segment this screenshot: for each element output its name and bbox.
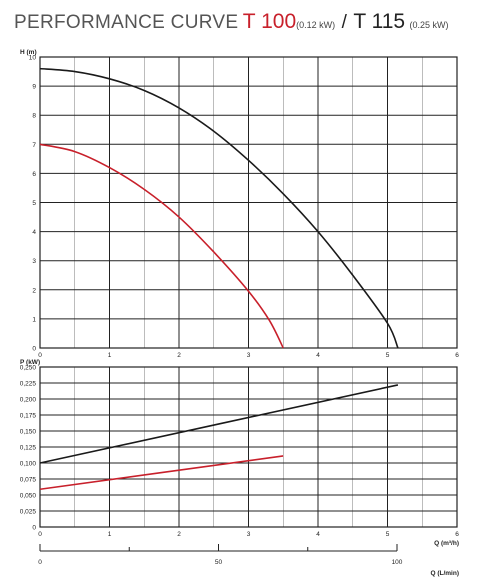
power-y-tick-label: 0,100 (20, 461, 37, 468)
head-y-tick-label: 5 (32, 200, 36, 207)
power-x-tick-label: 5 (386, 531, 390, 538)
power-y-tick-label: 0 (32, 525, 36, 532)
power-x-tick-label: 6 (455, 531, 459, 538)
head-plot-border (39, 56, 458, 349)
power-curve-t115 (39, 384, 399, 464)
flow-lmin-axis: 0 50 100 Q (L/min) (38, 544, 459, 577)
power-x-tick-label: 3 (247, 531, 251, 538)
power-chart: 0 0,025 0,050 0,075 0,100 0,125 0,150 0,175 0,20… (20, 359, 459, 547)
head-y-tick-label: 7 (32, 142, 36, 149)
head-chart: 0 1 2 3 4 5 6 7 8 9 10 0 1 2 3 4 5 6 H (m) (20, 49, 459, 359)
head-y-axis-label: H (m) (20, 49, 37, 56)
head-y-tick-label: 6 (32, 171, 36, 178)
model-a-power: (0.12 kW) (296, 20, 336, 30)
lmin-tick-label: 100 (392, 559, 403, 566)
head-y-tick-label: 8 (32, 113, 36, 120)
power-y-tick-label: 0,200 (20, 397, 37, 404)
power-x-tick-label: 2 (177, 531, 181, 538)
lmin-tick-label: 0 (38, 559, 42, 566)
head-x-tick-label: 5 (386, 352, 390, 359)
power-x-tick-label: 4 (316, 531, 320, 538)
power-y-tick-label: 0,175 (20, 413, 37, 420)
head-y-tick-label: 9 (32, 84, 36, 91)
lmin-axis-label: Q (L/min) (430, 570, 459, 577)
head-y-tick-label: 3 (32, 258, 36, 265)
power-plot-border (39, 366, 458, 528)
model-b-power: (0.25 kW) (409, 20, 449, 30)
model-b-name: T 115 (353, 10, 406, 33)
power-y-tick-label: 0,075 (20, 477, 37, 484)
power-y-tick-label: 0,150 (20, 429, 37, 436)
head-x-tick-label: 3 (247, 352, 251, 359)
model-a-name: T 100 (242, 10, 297, 33)
head-y-tick-label: 1 (32, 316, 36, 323)
power-x-axis-label: Q (m³/h) (434, 540, 459, 547)
power-y-tick-label: 0,050 (20, 493, 37, 500)
head-x-tick-label: 6 (455, 352, 459, 359)
head-y-tick-label: 0 (32, 346, 36, 353)
power-x-tick-label: 0 (38, 531, 42, 538)
power-curve-t100 (39, 455, 284, 491)
title-prefix: PERFORMANCE CURVE (14, 12, 239, 33)
head-y-tick-label: 10 (29, 55, 37, 62)
head-x-tick-label: 0 (38, 352, 42, 359)
title-separator: / (341, 12, 347, 33)
head-y-tick-label: 2 (32, 287, 36, 294)
power-y-tick-label: 0,225 (20, 381, 37, 388)
chart-title: PERFORMANCE CURVE T 100(0.12 kW) / T 115… (14, 10, 449, 34)
head-curve-t115 (39, 67, 399, 349)
head-y-tick-label: 4 (32, 229, 36, 236)
head-curve-t100 (39, 143, 284, 349)
head-x-tick-label: 4 (316, 352, 320, 359)
power-y-tick-label: 0,025 (20, 509, 37, 516)
head-x-tick-label: 2 (177, 352, 181, 359)
power-y-axis-label: P (kW) (20, 359, 40, 366)
head-x-tick-label: 1 (108, 352, 112, 359)
power-y-tick-label: 0,125 (20, 445, 37, 452)
power-x-tick-label: 1 (108, 531, 112, 538)
power-y-tick-label: 0,250 (20, 365, 37, 372)
lmin-tick-label: 50 (215, 559, 223, 566)
